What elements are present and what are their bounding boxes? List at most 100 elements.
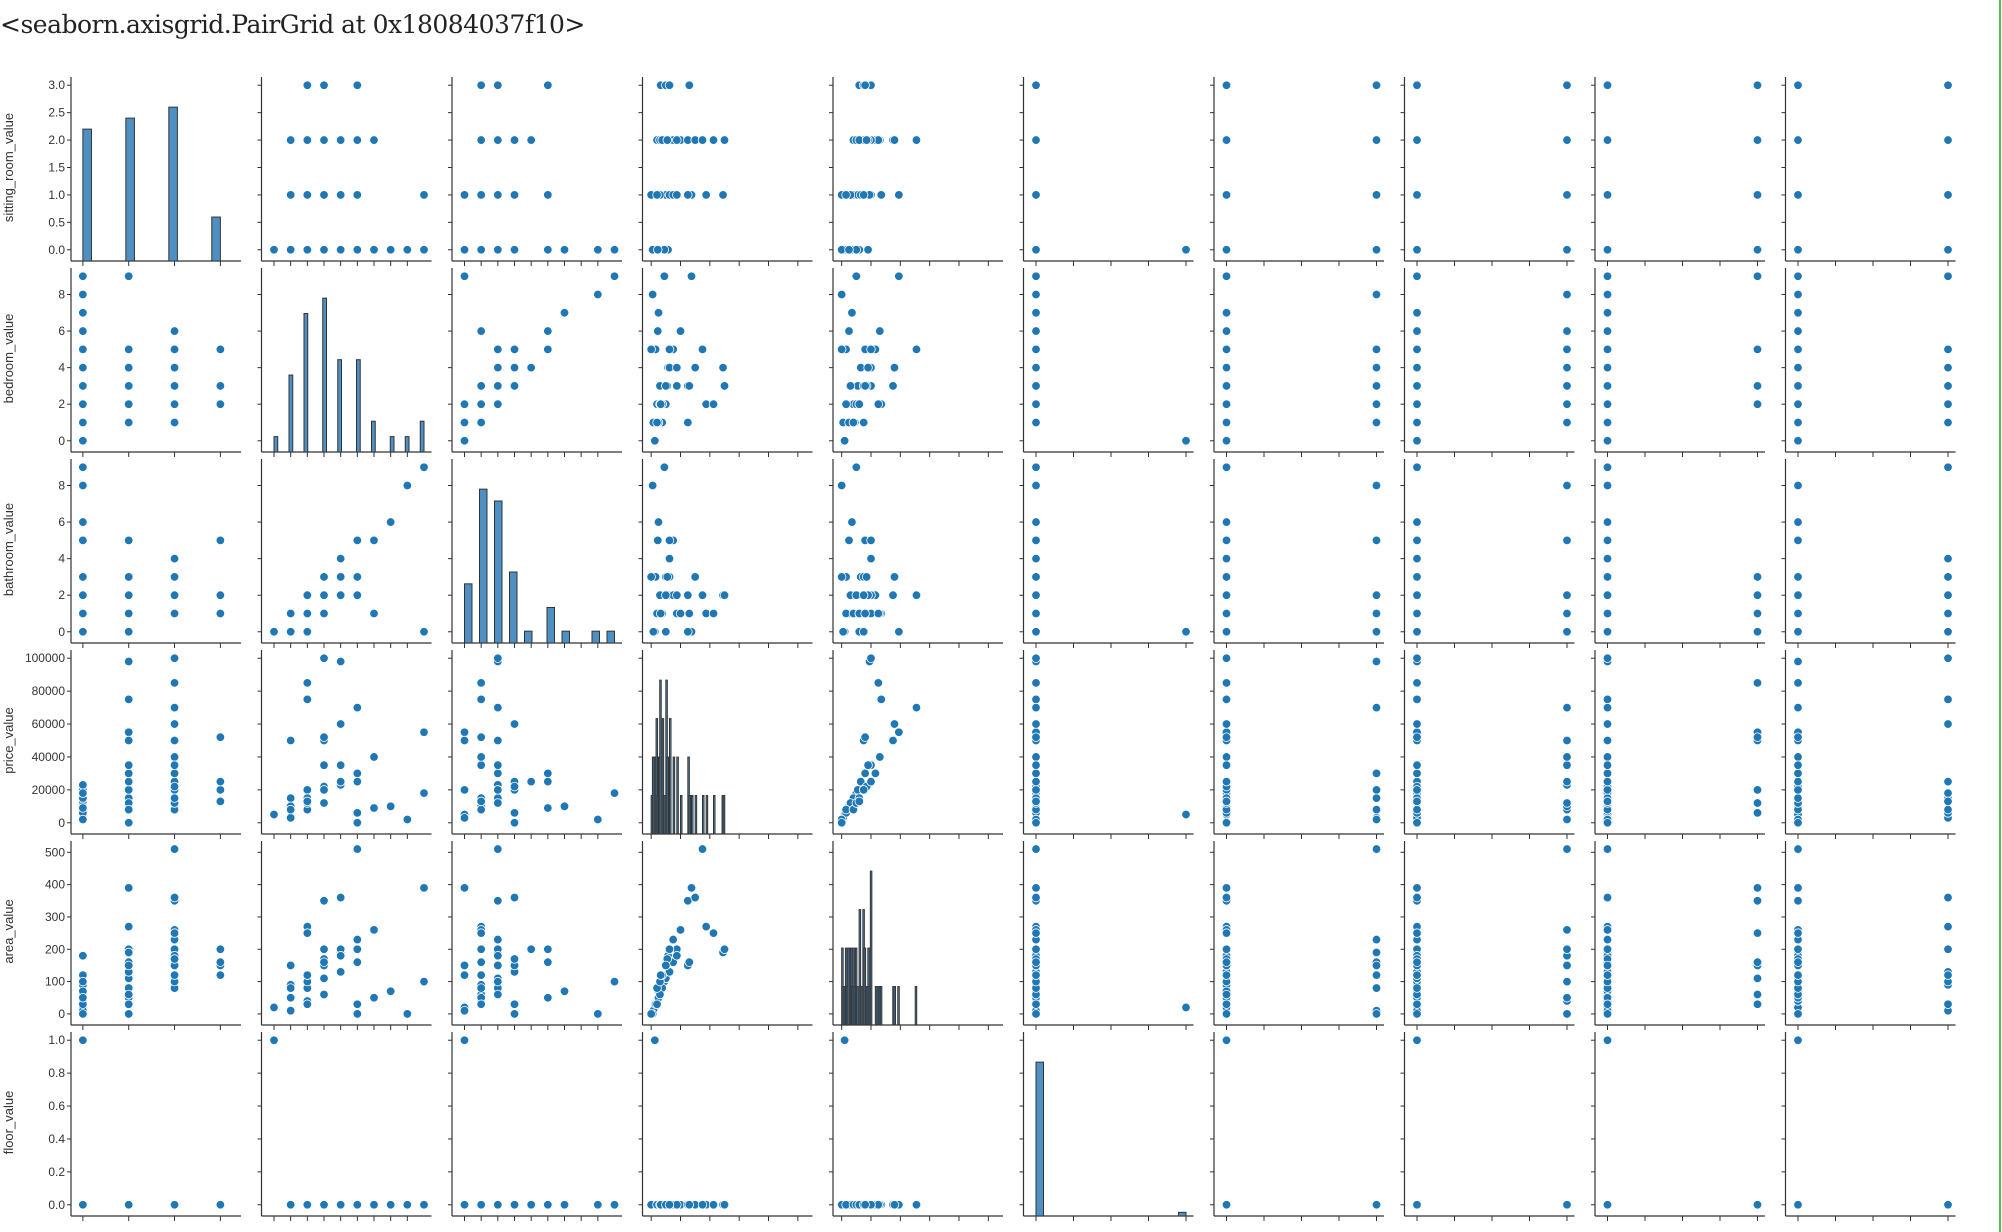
subplot-r0-c8 [1591,77,1765,266]
scatter-point [124,1200,134,1210]
scatter-point [1943,1200,1953,1210]
histogram-bar [651,756,655,835]
scatter-point [78,608,88,619]
subplot-r2-c5 [1019,459,1194,648]
scatter-point [1793,944,1803,954]
scatter-point [543,1200,553,1210]
scatter-point [1943,776,1953,787]
subplot-r4-c4 [829,841,1003,1030]
scatter-point [1412,436,1422,446]
subplot-r5-c3 [638,1032,813,1221]
scatter-point [1562,245,1572,255]
scatter-point [664,1200,675,1210]
scatter-point [215,785,226,795]
scatter-point [335,719,346,729]
scatter-point [1031,308,1041,318]
scatter-point [1412,957,1422,967]
scatter-point [459,436,470,446]
scatter-point [1031,553,1041,564]
scatter-point [1602,245,1613,255]
scatter-point [1412,553,1422,564]
scatter-point [1371,289,1382,300]
scatter-point [1602,892,1613,903]
scatter-point [1602,999,1613,1009]
scatter-point [873,678,884,688]
scatter-point [1221,653,1232,663]
scatter-point [719,135,730,145]
scatter-point [1221,970,1232,980]
scatter-point [690,572,700,582]
histogram-bar [688,795,692,835]
scatter-point [78,788,88,798]
scatter-point [319,944,329,954]
scatter-point [854,399,864,409]
scatter-point [124,735,134,746]
scatter-point [675,925,686,935]
scatter-point [1412,417,1422,428]
scatter-point [1221,436,1232,446]
scatter-point [650,436,660,446]
scatter-point [888,735,898,746]
scatter-point [352,776,363,787]
scatter-point [1793,480,1803,491]
scatter-point [215,957,226,967]
scatter-point [1602,608,1613,619]
scatter-point [509,135,520,145]
scatter-point [1602,80,1613,90]
scatter-point [1562,381,1572,391]
scatter-point [1221,1035,1232,1045]
histogram-bar [561,630,570,644]
scatter-point [1602,308,1613,318]
scatter-point [1602,399,1613,409]
histogram-bar [1035,1061,1044,1217]
scatter-point [1562,925,1572,935]
scatter-point [1793,608,1803,619]
scatter-point [1031,776,1041,787]
y-tick-label: 0.4 [48,1132,65,1146]
scatter-point [1943,796,1953,807]
scatter-point [459,271,470,281]
scatter-point [686,883,697,893]
scatter-point [543,768,553,779]
scatter-point [845,381,856,391]
scatter-point [1412,245,1422,255]
scatter-point [851,462,862,472]
scatter-point [1031,271,1041,281]
subplot-r5-c8 [1591,1032,1765,1221]
scatter-point [302,590,313,600]
scatter-point [1752,999,1763,1009]
histogram-bar [389,436,395,453]
scatter-point [646,1009,656,1019]
y-tick-label: 0 [58,625,65,639]
scatter-point [1793,362,1803,373]
y-tick-label: 8 [58,288,65,302]
scatter-point [124,760,134,770]
scatter-point [78,399,88,409]
subplot-r5-c4 [829,1032,1003,1221]
scatter-point [402,814,413,825]
scatter-point [1752,883,1763,893]
scatter-point [1031,694,1041,705]
scatter-point [683,590,693,600]
scatter-point [124,362,134,373]
scatter-point [1412,970,1422,980]
scatter-point [848,417,859,428]
scatter-point [419,788,429,798]
scatter-point [1371,399,1382,409]
scatter-point [1181,809,1191,820]
scatter-point [385,517,396,527]
histogram-bar [524,630,533,644]
scatter-point [1371,135,1382,145]
y-tick-label: 300 [45,910,65,924]
scatter-point [493,1200,503,1210]
scatter-point [858,785,869,795]
scatter-point [543,776,553,787]
scatter-point [285,813,296,823]
scatter-point [1793,768,1803,779]
scatter-point [1943,999,1953,1009]
scatter-point [1412,928,1422,938]
scatter-point [1371,768,1382,779]
scatter-point [369,535,379,546]
scatter-point [701,921,711,932]
scatter-point [124,656,134,667]
